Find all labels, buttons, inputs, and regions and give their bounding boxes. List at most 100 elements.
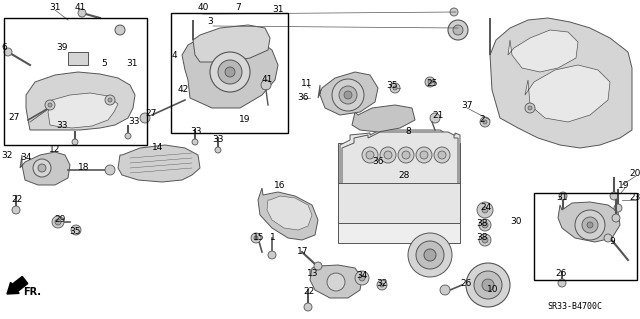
Circle shape (218, 60, 242, 84)
Circle shape (251, 233, 261, 243)
Circle shape (575, 210, 605, 240)
Text: 31: 31 (556, 192, 568, 202)
Text: 13: 13 (307, 270, 319, 278)
Circle shape (466, 263, 510, 307)
Text: 17: 17 (297, 248, 308, 256)
Text: 38: 38 (476, 219, 488, 228)
Text: 34: 34 (20, 152, 32, 161)
Text: 15: 15 (253, 234, 265, 242)
Text: 32: 32 (1, 151, 13, 160)
Text: 18: 18 (78, 164, 90, 173)
Circle shape (355, 271, 369, 285)
Circle shape (480, 117, 490, 127)
Circle shape (390, 83, 400, 93)
Circle shape (362, 147, 378, 163)
Circle shape (327, 273, 345, 291)
Circle shape (612, 214, 620, 222)
Circle shape (587, 222, 593, 228)
Circle shape (261, 80, 271, 90)
Circle shape (416, 241, 444, 269)
Circle shape (408, 233, 452, 277)
Text: 11: 11 (301, 78, 313, 87)
Circle shape (377, 280, 387, 290)
Circle shape (425, 77, 435, 87)
Polygon shape (558, 202, 620, 242)
Circle shape (210, 52, 250, 92)
Polygon shape (310, 265, 362, 298)
Text: 36: 36 (297, 93, 308, 101)
Text: 9: 9 (609, 236, 615, 246)
Text: 34: 34 (356, 271, 368, 279)
FancyArrow shape (7, 277, 28, 294)
Bar (171, 13, 288, 133)
Text: 36: 36 (372, 157, 384, 166)
Text: 41: 41 (261, 76, 273, 85)
Polygon shape (182, 35, 278, 108)
Text: 4: 4 (171, 50, 177, 60)
Text: FR.: FR. (23, 287, 41, 297)
Circle shape (483, 120, 487, 124)
Circle shape (344, 91, 352, 99)
Circle shape (474, 271, 502, 299)
Circle shape (614, 204, 622, 212)
Text: 30: 30 (510, 217, 522, 226)
Circle shape (380, 283, 384, 287)
Circle shape (192, 139, 198, 145)
Text: SR33-B4700C: SR33-B4700C (547, 302, 602, 311)
Bar (534, 193, 637, 280)
Text: 35: 35 (387, 80, 397, 90)
Circle shape (482, 222, 488, 228)
Circle shape (482, 207, 488, 213)
Circle shape (268, 251, 276, 259)
Text: 3: 3 (207, 18, 213, 26)
Circle shape (4, 48, 12, 56)
Circle shape (215, 147, 221, 153)
FancyBboxPatch shape (338, 143, 460, 243)
Circle shape (366, 151, 374, 159)
Circle shape (78, 9, 86, 17)
Circle shape (380, 147, 396, 163)
Text: 22: 22 (303, 286, 315, 295)
Bar (4, 18, 147, 145)
Text: 2: 2 (479, 115, 485, 124)
Circle shape (105, 165, 115, 175)
Text: 10: 10 (487, 286, 499, 294)
Circle shape (440, 285, 450, 295)
Text: 16: 16 (275, 181, 285, 189)
Circle shape (304, 303, 312, 311)
Text: 31: 31 (49, 3, 61, 11)
Circle shape (45, 100, 55, 110)
Circle shape (604, 234, 612, 242)
Circle shape (398, 147, 414, 163)
Polygon shape (525, 65, 610, 122)
Polygon shape (26, 72, 135, 130)
Circle shape (438, 151, 446, 159)
Polygon shape (318, 72, 378, 115)
Text: 24: 24 (481, 204, 492, 212)
Circle shape (402, 151, 410, 159)
Circle shape (477, 202, 493, 218)
Circle shape (332, 79, 364, 111)
Text: 35: 35 (69, 227, 81, 236)
Text: 29: 29 (54, 216, 66, 225)
Circle shape (528, 106, 532, 110)
Text: 26: 26 (460, 278, 472, 287)
Text: 21: 21 (432, 110, 444, 120)
Text: 19: 19 (618, 181, 630, 189)
Polygon shape (490, 18, 632, 148)
Text: 8: 8 (405, 127, 411, 136)
Polygon shape (258, 188, 318, 240)
Circle shape (479, 234, 491, 246)
Text: 6: 6 (1, 42, 7, 51)
Polygon shape (267, 196, 312, 230)
Circle shape (430, 113, 440, 123)
Text: 39: 39 (56, 42, 68, 51)
Circle shape (424, 249, 436, 261)
Circle shape (482, 279, 494, 291)
Circle shape (33, 159, 51, 177)
Circle shape (559, 192, 567, 200)
Text: 1: 1 (270, 234, 276, 242)
Circle shape (55, 219, 61, 225)
Text: 33: 33 (128, 117, 140, 127)
Circle shape (105, 95, 115, 105)
